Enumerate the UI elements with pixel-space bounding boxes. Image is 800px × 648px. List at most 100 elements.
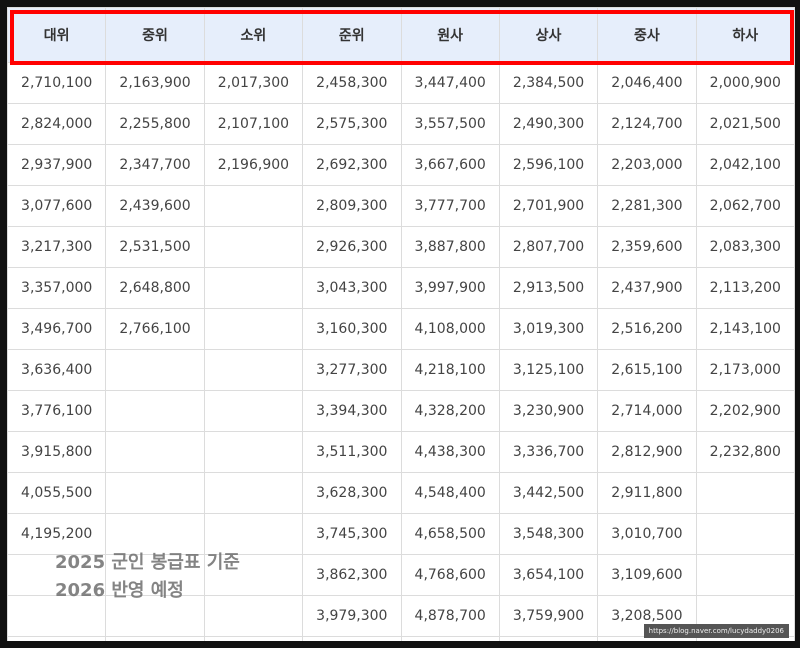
column-header: 상사 (498, 7, 599, 63)
table-cell: 2,202,900 (695, 390, 795, 432)
table-cell: 2,516,200 (597, 308, 697, 350)
table-cell: 3,862,300 (302, 554, 402, 596)
table-cell: 2,113,200 (695, 267, 795, 309)
table-cell (203, 226, 304, 268)
table-cell: 2,196,900 (203, 144, 304, 186)
table-cell: 2,439,600 (105, 185, 205, 227)
table-cell: 2,701,900 (498, 185, 599, 227)
column-header: 중위 (105, 7, 205, 63)
table-row: 4,055,500 3,628,300 4,548,400 3,442,500 2,91… (7, 472, 795, 514)
table-cell: 2,042,100 (695, 144, 795, 186)
table-cell (695, 554, 795, 596)
table-cell: 3,865,700 (498, 636, 599, 641)
table-cell: 2,163,900 (105, 62, 205, 104)
table-cell (105, 390, 205, 432)
table-cell: 4,096,300 (302, 636, 402, 641)
table-cell: 2,046,400 (597, 62, 697, 104)
table-cell (105, 472, 205, 514)
table-cell: 3,636,400 (7, 349, 107, 391)
table-row: 3,496,700 2,766,100 3,160,300 4,108,000 3,01… (7, 308, 795, 350)
overlay-line-1: 2025 군인 봉급표 기준 (55, 552, 240, 573)
table-cell: 2,107,100 (203, 103, 304, 145)
table-cell: 2,926,300 (302, 226, 402, 268)
table-cell: 3,336,700 (498, 431, 599, 473)
table-cell: 2,824,000 (7, 103, 107, 145)
table-cell: 3,511,300 (302, 431, 402, 473)
table-cell: 2,714,000 (597, 390, 697, 432)
table-cell: 3,019,300 (498, 308, 599, 350)
table-cell: 3,915,800 (7, 431, 107, 473)
table-cell: 2,692,300 (302, 144, 402, 186)
table-cell: 3,447,400 (400, 62, 500, 104)
table-cell: 3,160,300 (302, 308, 402, 350)
table-cell: 3,043,300 (302, 267, 402, 309)
table-cell: 3,997,900 (400, 267, 500, 309)
table-cell: 2,203,000 (597, 144, 697, 186)
table-cell: 3,667,600 (400, 144, 500, 186)
table-cell: 4,768,600 (400, 554, 500, 596)
table-row: 3,077,600 2,439,600 2,809,300 3,777,700 2,70… (7, 185, 795, 227)
table-row: 3,915,800 3,511,300 4,438,300 3,336,700 2,81… (7, 431, 795, 473)
table-cell: 2,384,500 (498, 62, 599, 104)
table-cell: 3,548,300 (498, 513, 599, 555)
table-cell (203, 390, 304, 432)
table-row: 4,195,200 3,745,300 4,658,500 3,548,300 3,01… (7, 513, 795, 555)
table-cell: 4,218,100 (400, 349, 500, 391)
table-cell (105, 513, 205, 555)
watermark: https://blog.naver.com/lucydaddy0206 (643, 624, 789, 638)
table-cell: 2,062,700 (695, 185, 795, 227)
table-cell (7, 636, 107, 641)
column-header: 원사 (400, 7, 500, 63)
table-cell: 2,490,300 (498, 103, 599, 145)
table-cell: 2,812,900 (597, 431, 697, 473)
table-cell: 3,442,500 (498, 472, 599, 514)
table-cell: 3,357,000 (7, 267, 107, 309)
column-header: 소위 (203, 7, 304, 63)
table-row: 2,824,000 2,255,800 2,107,100 2,575,300 3,55… (7, 103, 795, 145)
table-cell: 3,776,100 (7, 390, 107, 432)
table-cell: 4,548,400 (400, 472, 500, 514)
table-cell: 2,575,300 (302, 103, 402, 145)
table-cell: 2,437,900 (597, 267, 697, 309)
table-cell: 2,124,700 (597, 103, 697, 145)
table-cell: 2,615,100 (597, 349, 697, 391)
table-cell: 3,887,800 (400, 226, 500, 268)
table-cell (105, 636, 205, 641)
table-cell: 2,766,100 (105, 308, 205, 350)
table-cell: 3,394,300 (302, 390, 402, 432)
table-cell: 2,255,800 (105, 103, 205, 145)
table-cell: 3,654,100 (498, 554, 599, 596)
table-cell: 2,347,700 (105, 144, 205, 186)
table-cell: 4,328,200 (400, 390, 500, 432)
table-cell: 3,777,700 (400, 185, 500, 227)
table-cell: 2,359,600 (597, 226, 697, 268)
table-cell: 4,195,200 (7, 513, 107, 555)
table-cell (7, 595, 107, 637)
table-cell: 3,628,300 (302, 472, 402, 514)
table-cell: 2,648,800 (105, 267, 205, 309)
table-cell: 3,077,600 (7, 185, 107, 227)
table-cell: 2,911,800 (597, 472, 697, 514)
table-cell: 4,055,500 (7, 472, 107, 514)
salary-table-frame: 대위 중위 소위 준위 원사 상사 중사 하사 2,710,100 2,163,900 2,017… (7, 7, 795, 641)
table-cell: 2,017,300 (203, 62, 304, 104)
table-cell: 2,458,300 (302, 62, 402, 104)
table-cell (203, 185, 304, 227)
table-row: 3,776,100 3,394,300 4,328,200 3,230,900 2,71… (7, 390, 795, 432)
table-cell (203, 431, 304, 473)
column-header: 대위 (7, 7, 107, 63)
overlay-caption: 2025 군인 봉급표 기준 2026 반영 예정 (55, 549, 240, 605)
table-cell: 3,125,100 (498, 349, 599, 391)
table-cell: 2,809,300 (302, 185, 402, 227)
table-row: 2,710,100 2,163,900 2,017,300 2,458,300 3,44… (7, 62, 795, 104)
salary-table: 대위 중위 소위 준위 원사 상사 중사 하사 2,710,100 2,163,900 2,017… (7, 7, 795, 641)
column-header: 하사 (695, 7, 795, 63)
table-cell: 2,281,300 (597, 185, 697, 227)
table-cell: 4,988,800 (400, 636, 500, 641)
table-cell: 3,745,300 (302, 513, 402, 555)
table-cell (105, 431, 205, 473)
table-cell: 3,496,700 (7, 308, 107, 350)
overlay-line-2: 2026 반영 예정 (55, 580, 184, 601)
table-cell (695, 472, 795, 514)
column-header: 중사 (597, 7, 697, 63)
